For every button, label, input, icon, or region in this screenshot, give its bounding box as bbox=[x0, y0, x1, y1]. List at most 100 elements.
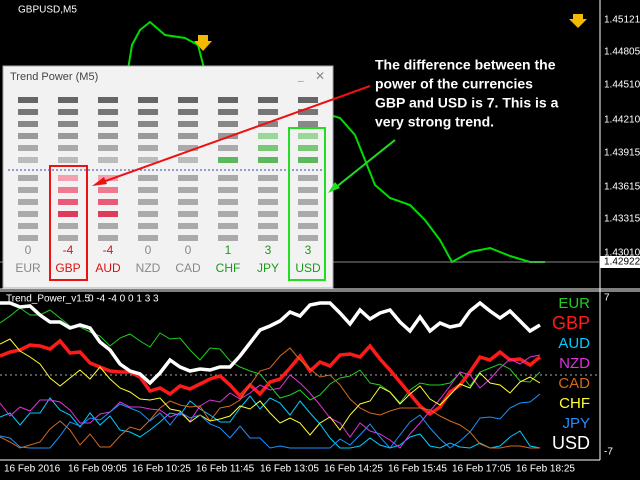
trend-power-panel: Trend Power (M5) _ ✕ bbox=[2, 65, 334, 289]
power-bar bbox=[178, 145, 198, 151]
power-bar bbox=[98, 121, 118, 127]
power-bar bbox=[138, 121, 158, 127]
power-bar bbox=[58, 199, 78, 205]
power-bar bbox=[138, 157, 158, 163]
price-label: 1.44210 bbox=[604, 115, 640, 126]
power-value: 0 bbox=[185, 243, 192, 257]
power-bar bbox=[18, 211, 38, 217]
power-bar bbox=[58, 121, 78, 127]
power-bar bbox=[18, 223, 38, 229]
power-bar bbox=[58, 133, 78, 139]
power-bar bbox=[178, 157, 198, 163]
power-bar bbox=[218, 211, 238, 217]
power-bar bbox=[298, 187, 318, 193]
annotation-text: power of the currencies bbox=[375, 76, 533, 92]
highlight-box bbox=[288, 127, 326, 281]
power-bar bbox=[298, 235, 318, 241]
time-label: 16 Feb 11:45 bbox=[196, 464, 255, 475]
power-bar bbox=[138, 97, 158, 103]
power-bar bbox=[98, 223, 118, 229]
annotation-text: GBP and USD is 7. This is a bbox=[375, 95, 559, 111]
indicator-name: Trend_Power_v1.5 bbox=[6, 294, 91, 305]
power-bar bbox=[298, 97, 318, 103]
power-bar bbox=[18, 235, 38, 241]
power-bar bbox=[58, 187, 78, 193]
power-bar bbox=[58, 235, 78, 241]
power-bar bbox=[258, 235, 278, 241]
power-bar bbox=[58, 211, 78, 217]
price-label: 1.43915 bbox=[604, 148, 640, 159]
price-label: 1.45121 bbox=[604, 15, 640, 26]
power-bar bbox=[178, 175, 198, 181]
power-bar bbox=[98, 187, 118, 193]
window-title: GBPUSD,M5 bbox=[18, 5, 77, 16]
power-bar bbox=[258, 97, 278, 103]
power-bar bbox=[18, 133, 38, 139]
power-bar bbox=[218, 97, 238, 103]
power-bar bbox=[98, 175, 118, 181]
indicator-line bbox=[0, 300, 541, 386]
power-bar bbox=[178, 211, 198, 217]
power-bar bbox=[298, 199, 318, 205]
highlight-box bbox=[49, 165, 88, 281]
signal-arrow bbox=[569, 14, 587, 28]
signal-arrow bbox=[194, 35, 212, 51]
legend-entry: AUD bbox=[558, 335, 590, 352]
power-bar bbox=[138, 175, 158, 181]
power-bar bbox=[258, 199, 278, 205]
power-bar bbox=[178, 223, 198, 229]
power-bar bbox=[138, 235, 158, 241]
legend-entry: CAD bbox=[558, 375, 590, 392]
currency-name: CAD bbox=[175, 261, 201, 275]
legend-entry: NZD bbox=[559, 355, 590, 372]
power-bar bbox=[298, 157, 318, 163]
power-bar bbox=[178, 121, 198, 127]
power-value: 0 bbox=[25, 243, 32, 257]
arrow-head bbox=[92, 177, 107, 186]
arrow-line bbox=[99, 85, 371, 184]
power-bar bbox=[18, 199, 38, 205]
current-price-box bbox=[600, 256, 640, 268]
annotation-text: The difference between the bbox=[375, 57, 556, 73]
price-label: 1.44510 bbox=[604, 80, 640, 91]
power-bar bbox=[258, 223, 278, 229]
power-bar bbox=[218, 109, 238, 115]
power-bar bbox=[98, 97, 118, 103]
price-label: 1.44805 bbox=[604, 47, 640, 58]
legend-entry: EUR bbox=[558, 295, 590, 312]
power-bar bbox=[18, 97, 38, 103]
time-label: 16 Feb 13:05 bbox=[260, 464, 319, 475]
power-bar bbox=[138, 187, 158, 193]
power-bar bbox=[298, 133, 318, 139]
power-bar bbox=[218, 187, 238, 193]
power-bar bbox=[138, 133, 158, 139]
power-bar bbox=[258, 157, 278, 163]
indicator-line bbox=[0, 393, 541, 449]
power-bar bbox=[178, 187, 198, 193]
power-bar bbox=[258, 145, 278, 151]
power-bar bbox=[178, 133, 198, 139]
currency-name: CHF bbox=[216, 261, 241, 275]
power-bar bbox=[58, 109, 78, 115]
power-bar bbox=[298, 109, 318, 115]
power-bar bbox=[218, 157, 238, 163]
time-label: 16 Feb 15:45 bbox=[388, 464, 447, 475]
current-price: 1.42922 bbox=[604, 257, 640, 268]
power-bar bbox=[58, 175, 78, 181]
minimize-button[interactable]: _ bbox=[297, 72, 304, 83]
indicator-line bbox=[0, 347, 540, 449]
close-button[interactable]: ✕ bbox=[315, 69, 325, 83]
price-label: 1.43615 bbox=[604, 182, 640, 193]
indicator-line bbox=[0, 307, 541, 404]
power-bar bbox=[18, 145, 38, 151]
power-bar bbox=[258, 187, 278, 193]
legend-entry: JPY bbox=[562, 415, 590, 432]
indicator-min: -7 bbox=[604, 447, 613, 458]
power-bar bbox=[258, 133, 278, 139]
power-bar bbox=[218, 145, 238, 151]
time-label: 16 Feb 09:05 bbox=[68, 464, 127, 475]
time-label: 16 Feb 10:25 bbox=[132, 464, 191, 475]
power-bar bbox=[138, 199, 158, 205]
currency-name: NZD bbox=[136, 261, 161, 275]
